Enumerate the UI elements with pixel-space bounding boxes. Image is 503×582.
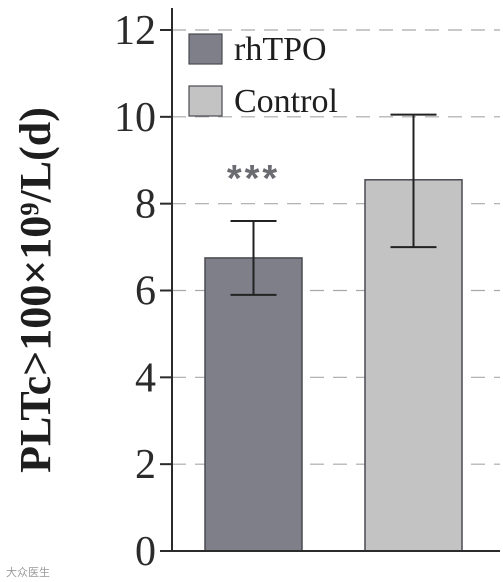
legend-label-control: Control [234, 83, 338, 120]
y-tick-label-12: 12 [114, 8, 156, 54]
annotations: *** [227, 158, 280, 200]
y-axis [160, 8, 500, 552]
y-tick-label-10: 10 [114, 95, 156, 141]
y-tick-label-2: 2 [135, 442, 156, 488]
legend: rhTPO Control [188, 31, 338, 120]
y-tick-label-0: 0 [135, 529, 156, 575]
watermark: 大众医生 [6, 565, 50, 579]
bar-rhtpo [204, 257, 303, 552]
legend-label-rhtpo: rhTPO [234, 31, 327, 68]
y-tick-label-4: 4 [135, 355, 156, 401]
y-tick-label-8: 8 [135, 182, 156, 228]
legend-swatch-control [188, 85, 223, 117]
y-tick-labels: 0 2 4 6 8 10 12 [114, 8, 156, 575]
bars [204, 179, 463, 552]
significance-rhtpo: *** [227, 158, 280, 200]
y-tick-label-6: 6 [135, 269, 156, 315]
legend-swatch-rhtpo [188, 33, 223, 65]
y-axis-label: PLTc>100×10⁹/L(d) [11, 107, 60, 473]
error-bars [230, 113, 437, 296]
